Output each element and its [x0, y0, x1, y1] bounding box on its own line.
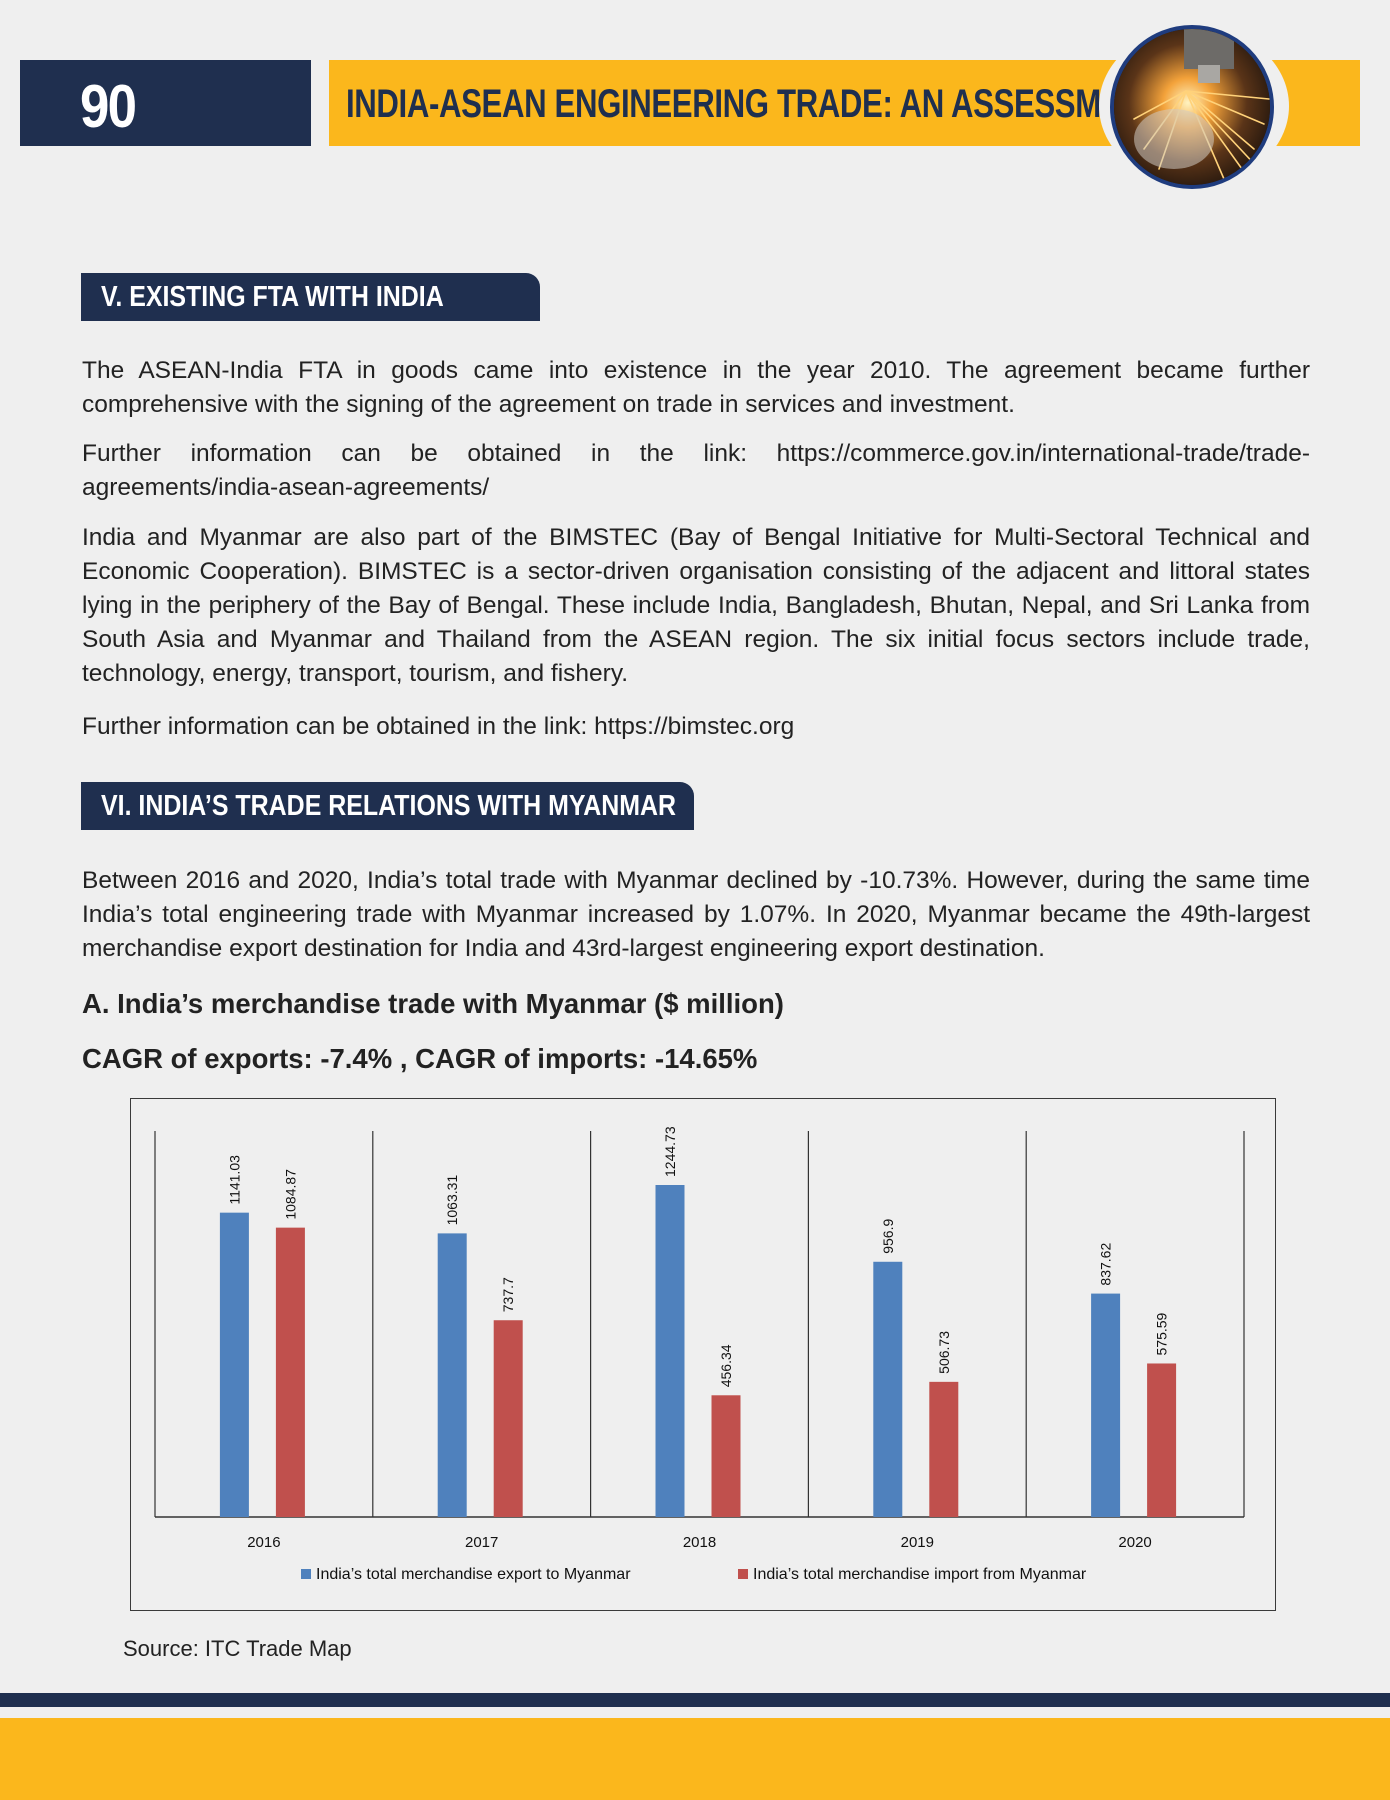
- trade-chart: 1141.03 1084.87 2016 1063.31 737.7 2017 1244.7…: [130, 1098, 1276, 1611]
- export-bar: [655, 1185, 685, 1517]
- x-tick-label: 2016: [247, 1534, 280, 1551]
- x-tick-label: 2020: [1118, 1534, 1151, 1551]
- page-number: 90: [80, 73, 137, 140]
- paragraph-bimstec: India and Myanmar are also part of the B…: [82, 524, 1310, 687]
- x-tick-label: 2017: [465, 1534, 498, 1551]
- section-heading-myanmar-trade: VI. INDIA’S TRADE RELATIONS WITH MYANMAR: [81, 782, 694, 830]
- import-bar: [929, 1381, 959, 1517]
- grinding-sparks-emblem: [1110, 25, 1274, 189]
- x-tick-label: 2019: [901, 1534, 934, 1551]
- page-title: INDIA-ASEAN ENGINEERING TRADE: AN ASSESS…: [346, 82, 1163, 126]
- section-heading-text: VI. INDIA’S TRADE RELATIONS WITH MYANMAR: [101, 790, 677, 822]
- export-bar: [1091, 1293, 1121, 1517]
- import-bar: [1147, 1363, 1177, 1517]
- import-data-label: 1084.87: [282, 1169, 298, 1220]
- legend-swatch-import: [738, 1569, 748, 1579]
- legend-label-export: India’s total merchandise export to Myan…: [316, 1566, 631, 1583]
- import-bar: [493, 1320, 523, 1517]
- section-heading-text: V. EXISTING FTA WITH INDIA: [101, 281, 444, 313]
- export-data-label: 1244.73: [662, 1126, 678, 1177]
- sparks-illustration: [1114, 29, 1270, 185]
- paragraph-fta-link: Further information can be obtained in t…: [82, 440, 1310, 501]
- import-data-label: 575.59: [1154, 1312, 1170, 1355]
- legend-label-import: India’s total merchandise import from My…: [753, 1566, 1087, 1583]
- legend-swatch-export: [301, 1569, 311, 1579]
- export-data-label: 1141.03: [226, 1155, 242, 1205]
- export-data-label: 837.62: [1098, 1243, 1114, 1286]
- export-data-label: 1063.31: [444, 1175, 460, 1226]
- export-data-label: 956.9: [880, 1219, 896, 1254]
- paragraph-bimstec-link: Further information can be obtained in t…: [82, 713, 795, 740]
- cagr-heading: CAGR of exports: -7.4% , CAGR of imports…: [82, 1043, 758, 1074]
- export-bar: [873, 1261, 903, 1517]
- chart-source: Source: ITC Trade Map: [123, 1636, 352, 1661]
- import-data-label: 506.73: [936, 1331, 952, 1374]
- chart-subheading: A. India’s merchandise trade with Myanma…: [82, 988, 784, 1019]
- x-tick-label: 2018: [683, 1534, 716, 1551]
- import-data-label: 456.34: [718, 1344, 734, 1387]
- export-bar: [219, 1212, 249, 1517]
- paragraph-fta-intro: The ASEAN-India FTA in goods came into e…: [82, 357, 1310, 418]
- export-bar: [437, 1233, 467, 1517]
- section-heading-existing-fta: V. EXISTING FTA WITH INDIA: [81, 273, 540, 321]
- footer-yellow-band: [0, 1718, 1390, 1800]
- import-bar: [275, 1227, 305, 1517]
- footer-navy-band: [0, 1693, 1390, 1707]
- import-data-label: 737.7: [500, 1277, 516, 1312]
- import-bar: [711, 1395, 741, 1517]
- paragraph-myanmar-trade: Between 2016 and 2020, India’s total tra…: [82, 867, 1310, 962]
- page-number-box: 90: [20, 60, 311, 146]
- trade-chart-svg: 1141.03 1084.87 2016 1063.31 737.7 2017 1244.7…: [154, 1126, 1245, 1583]
